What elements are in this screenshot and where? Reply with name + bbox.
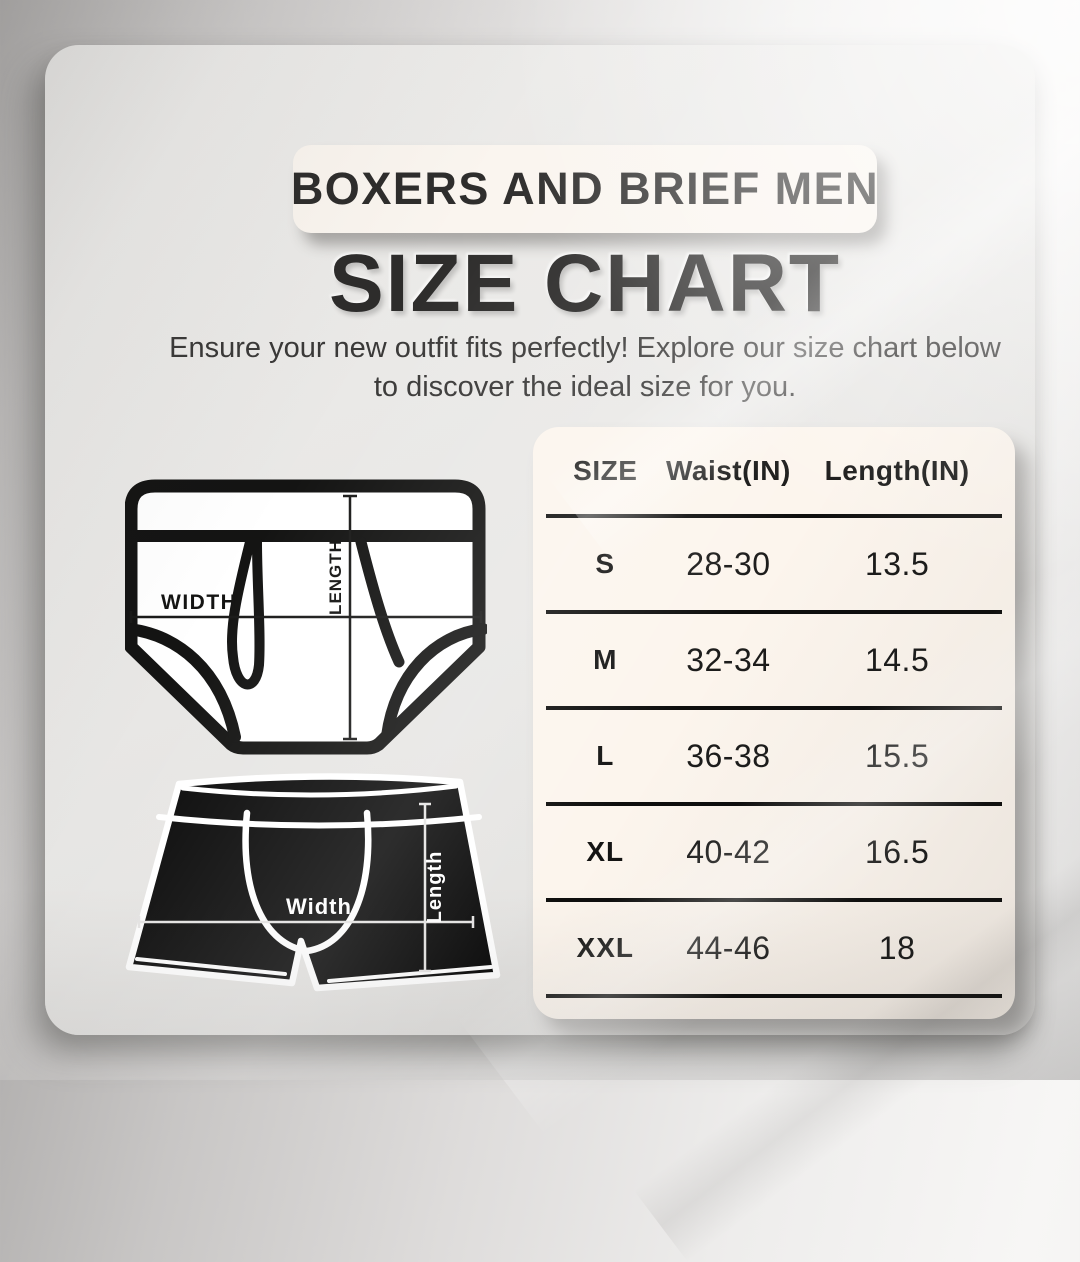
briefs-length-label: LENGTH <box>326 539 345 615</box>
boxer-length-label: Length <box>424 851 446 924</box>
boxer-illustration: Width Length <box>125 773 501 992</box>
cell-waist: 40-42 <box>686 833 771 870</box>
cell-waist: 44-46 <box>686 929 771 966</box>
table-header-row: SIZE Waist(IN) Length(IN) <box>546 427 1002 518</box>
cell-length: 13.5 <box>864 545 930 582</box>
table-row: M 32-34 14.5 <box>546 614 1002 710</box>
cell-length: 14.5 <box>864 641 930 678</box>
poster-card: BOXERS AND BRIEF MEN SIZE CHART Ensure y… <box>45 45 1035 1035</box>
subtitle-text: Ensure your new outfit fits perfectly! E… <box>169 332 1001 403</box>
cell-size: L <box>596 740 615 771</box>
category-badge-label: BOXERS AND BRIEF MEN <box>290 163 880 214</box>
table-row: XXL 44-46 18 <box>546 902 1002 998</box>
cell-length: 18 <box>878 929 916 966</box>
column-header-size: SIZE <box>573 454 638 486</box>
table-row: S 28-30 13.5 <box>546 518 1002 614</box>
cell-size: M <box>593 644 618 675</box>
table-row: XL 40-42 16.5 <box>546 806 1002 902</box>
page-title: SIZE CHART <box>329 238 841 329</box>
cell-size: XL <box>586 836 625 867</box>
column-header-length: Length(IN) <box>824 454 970 486</box>
cell-size: XXL <box>576 932 634 963</box>
cell-waist: 32-34 <box>686 641 771 678</box>
column-header-waist: Waist(IN) <box>665 454 791 486</box>
size-chart-panel: SIZE Waist(IN) Length(IN) S 28-30 13.5 M… <box>533 427 1015 1019</box>
briefs-illustration: WIDTH LENGTH <box>125 479 487 755</box>
table-row: L 36-38 15.5 <box>546 710 1002 806</box>
cell-length: 16.5 <box>864 833 930 870</box>
category-badge: BOXERS AND BRIEF MEN <box>290 145 880 233</box>
cell-waist: 36-38 <box>686 737 771 774</box>
briefs-width-label: WIDTH <box>161 591 237 614</box>
cell-length: 15.5 <box>864 737 930 774</box>
boxer-width-label: Width <box>286 894 352 919</box>
cell-waist: 28-30 <box>686 545 771 582</box>
cell-size: S <box>595 548 616 579</box>
